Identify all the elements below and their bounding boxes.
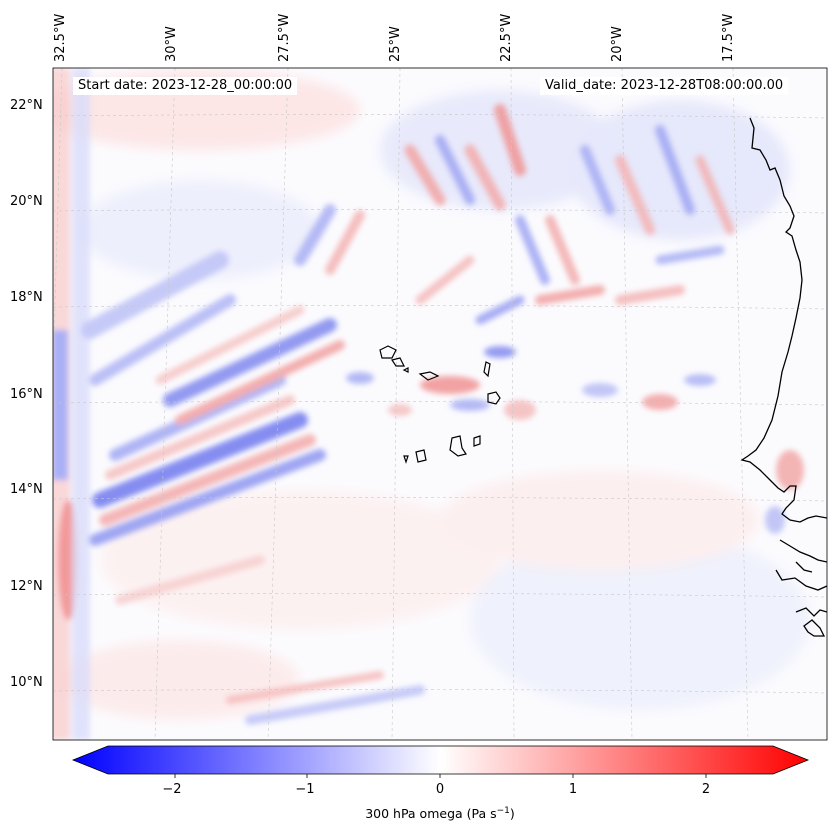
lat-label-18n: 18°N — [10, 290, 43, 305]
wave-features-central — [346, 346, 804, 534]
lat-label-10n: 10°N — [10, 675, 43, 690]
cape-verde-islands — [379, 345, 501, 464]
colorbar-tick-label: 2 — [701, 782, 711, 797]
colorbar-tick-label: 0 — [435, 782, 445, 797]
colorbar-title-close: ) — [509, 806, 515, 822]
colorbar-tick-label: 1 — [568, 782, 578, 797]
colorbar-tick-label: −2 — [162, 782, 182, 797]
wave-train-west — [81, 251, 425, 725]
lat-label-16n: 16°N — [10, 387, 43, 402]
colorbar — [71, 745, 810, 778]
colorbar-title-text: 300 hPa omega (Pa s — [365, 806, 497, 822]
graticule — [53, 68, 827, 740]
coastline-africa — [740, 117, 827, 637]
lat-label-22n: 22°N — [10, 98, 43, 113]
colorbar-ticks — [174, 774, 707, 778]
western-boundary-bands — [53, 68, 90, 740]
colorbar-title: 300 hPa omega (Pa s−1) — [0, 806, 837, 821]
wave-train-northeast — [294, 104, 735, 325]
map-frame — [52, 67, 828, 741]
start-date-label: Start date: 2023-12-28_00:00:00 — [73, 77, 298, 95]
lat-label-12n: 12°N — [10, 579, 43, 594]
lat-label-14n: 14°N — [10, 482, 43, 497]
lat-label-20n: 20°N — [10, 194, 43, 209]
colorbar-fill — [71, 745, 810, 775]
valid-date-label: Valid_date: 2023-12-28T08:00:00.00 — [540, 77, 789, 95]
colorbar-title-exponent: −1 — [496, 806, 510, 816]
colorbar-tick-label: −1 — [295, 782, 315, 797]
